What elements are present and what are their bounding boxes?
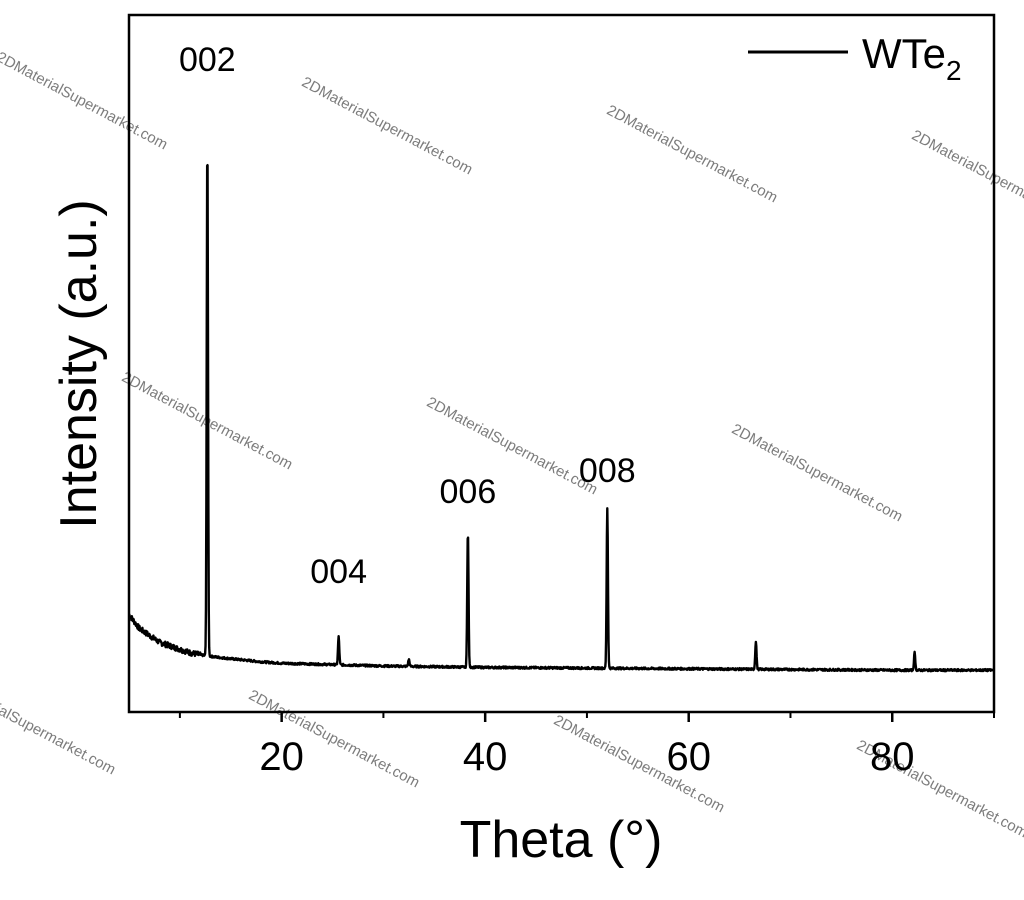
plot-frame: [127, 13, 996, 714]
legend: WTe2: [748, 30, 962, 86]
x-axis-title: Theta (°): [460, 811, 663, 869]
peak-label: 008: [579, 452, 636, 490]
x-tick-label: 80: [870, 735, 915, 779]
x-tick-label: 20: [259, 735, 304, 779]
x-tick-label: 60: [666, 735, 711, 779]
watermark-text: 2DMaterialSupermarket.com: [0, 49, 170, 154]
x-tick-label: 40: [463, 735, 508, 779]
watermark-layer: 2DMaterialSupermarket.com 2DMaterialSuper…: [0, 49, 1024, 842]
x-tick-labels: 20 40 60 80: [259, 735, 914, 779]
watermark-text: 2DMaterialSupermarket.com: [729, 421, 906, 526]
legend-label: WTe2: [862, 30, 962, 86]
watermark-text: 2DMaterialSupermarket.com: [604, 102, 781, 207]
peak-label: 004: [310, 553, 367, 591]
watermark-text: 2DMaterialSupermarket.com: [299, 74, 476, 179]
watermark-text: 2DMaterialSupermarket.com: [909, 127, 1024, 232]
series-line-wte2: [128, 164, 995, 673]
peak-annotations: 002 004 006 008: [179, 41, 636, 591]
peak-label: 006: [440, 473, 497, 511]
x-ticks: [178, 712, 995, 722]
y-axis-title: Intensity (a.u.): [50, 199, 108, 528]
peak-label: 002: [179, 41, 236, 79]
watermark-text: 2DMaterialSupermarket.com: [0, 674, 118, 779]
